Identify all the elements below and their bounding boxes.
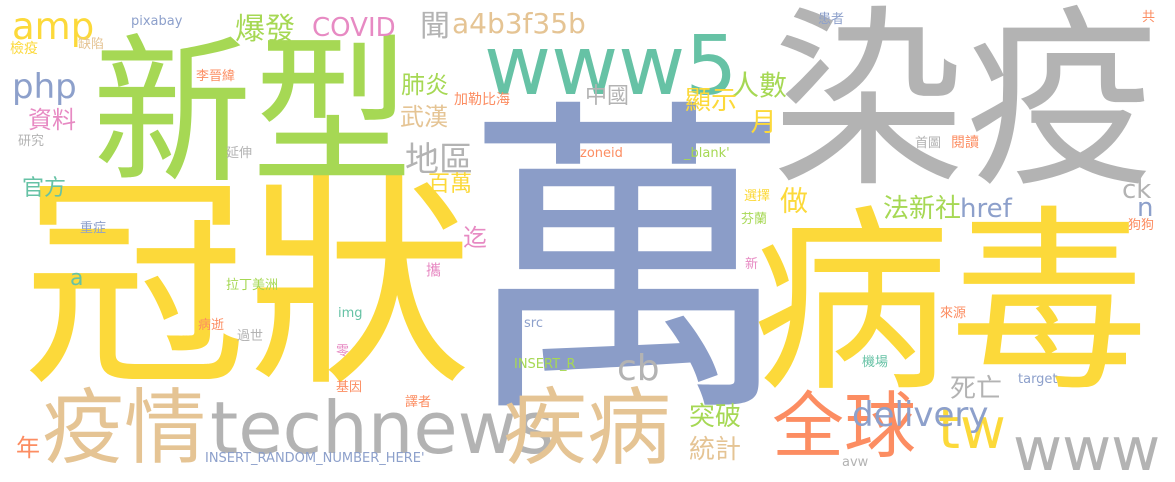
word-wan: 萬 — [462, 73, 792, 457]
word-pixabay: pixabay — [131, 14, 183, 29]
word-jiyin: 基因 — [336, 380, 363, 395]
word-cb: cb — [617, 348, 660, 389]
word-jianyi: 檢疫 — [10, 41, 38, 57]
word-jialebihai: 加勒比海 — [454, 92, 510, 108]
word-quanqiu: 全球 — [772, 384, 917, 468]
word-renshu: 人數 — [731, 69, 788, 102]
word-yuedu: 閱讀 — [951, 135, 979, 151]
word-technews: technews — [210, 386, 555, 470]
word-guanzhuang: 冠狀 — [22, 156, 472, 418]
word-laiyuan: 來源 — [940, 306, 967, 321]
word-target: target — [1018, 372, 1058, 387]
word-tw: tw — [938, 397, 1006, 462]
word-jichang: 機場 — [862, 355, 889, 370]
word-faxinshe: 法新社 — [883, 194, 962, 224]
word-siwang: 死亡 — [950, 374, 1003, 404]
word-insert-random-number-here: INSERT_RANDOM_NUMBER_HERE' — [205, 451, 425, 466]
word-bingshi: 病逝 — [198, 318, 225, 333]
word-qi: 迄 — [463, 224, 487, 252]
word-src: src — [524, 316, 543, 331]
word-guanfang: 官方 — [22, 176, 67, 201]
word-gong: 共 — [1142, 10, 1156, 25]
word-covid: COVID — [312, 13, 396, 43]
word-yanshen: 延伸 — [226, 146, 253, 161]
word-xie: 攜 — [424, 262, 442, 277]
word-a4b3f35b: a4b3f35b — [452, 7, 586, 40]
word-tongji: 統計 — [689, 435, 742, 465]
word-quexian: 缺陷 — [78, 37, 105, 52]
word-wuhan: 武漢 — [400, 103, 448, 131]
word-baofa: 爆發 — [235, 12, 295, 47]
word-zhongguo: 中國 — [585, 84, 630, 109]
word-php: php — [12, 67, 77, 107]
word-xinxing: 新型 — [92, 19, 413, 206]
word-avw: avw — [842, 455, 869, 470]
word-feiyan: 肺炎 — [401, 71, 449, 99]
word-yue: 月 — [746, 108, 776, 134]
word-www: www — [1013, 415, 1161, 482]
word-nian: 年 — [16, 434, 40, 462]
word-shoutu: 首圖 — [915, 136, 942, 151]
word-href: href — [960, 194, 1012, 224]
word-yiqing: 疫情 — [42, 381, 207, 476]
word-zhongzheng: 重症 — [80, 221, 107, 236]
word-zoneid: zoneid — [580, 146, 623, 161]
word-amp: amp — [12, 5, 95, 48]
word-xuanze: 選擇 — [744, 189, 771, 204]
word-yizhe: 譯者 — [405, 395, 432, 410]
word-tupo: 突破 — [689, 402, 742, 432]
word-huanzhe: 患者 — [818, 12, 845, 27]
word-zuo: 做 — [776, 186, 809, 214]
word-a: a — [70, 266, 84, 291]
word-baiwan: 百萬 — [428, 172, 473, 197]
word-xin: 新 — [745, 257, 759, 272]
word-img: img — [338, 306, 363, 321]
word-diqu: 地區 — [405, 140, 473, 180]
word-ranyi: 染疫 — [772, 0, 1159, 214]
word-ladingmeizhou: 拉丁美洲 — [226, 278, 279, 293]
word-ziliao: 資料 — [28, 106, 76, 134]
word-bingdu: 病毒 — [752, 188, 1148, 419]
word-yanjiu: 研究 — [18, 134, 45, 149]
word-insert-r: INSERT_R — [514, 357, 576, 372]
word-wen: 聞 — [420, 9, 450, 44]
word-ck: ck — [1122, 175, 1152, 205]
word-delivery: delivery — [852, 395, 989, 435]
word-www5: www5 — [484, 19, 738, 114]
word-jibing: 疾病 — [503, 379, 672, 477]
word-ling: 零 — [336, 344, 350, 359]
word-fenlan: 芬蘭 — [741, 212, 768, 227]
word-guoshi: 過世 — [237, 329, 264, 344]
word-xianshi: 顯示 — [685, 86, 738, 116]
word-gougou: 狗狗 — [1128, 218, 1155, 233]
word-n: n — [1137, 193, 1154, 223]
word-lijinwei: 李晉緯 — [196, 69, 236, 84]
word-blank: _blank' — [684, 146, 730, 161]
